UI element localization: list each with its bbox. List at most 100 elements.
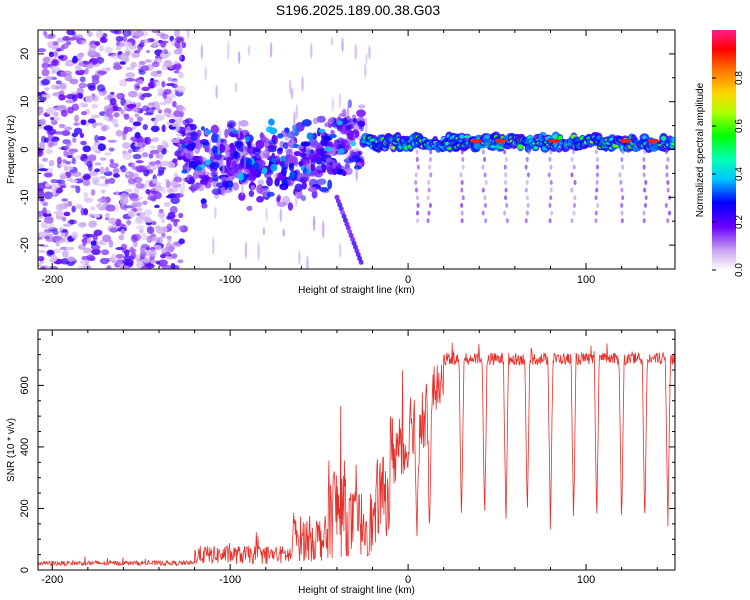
heatmap-cell xyxy=(55,203,64,212)
heatmap-cell xyxy=(115,129,123,137)
heatmap-cell xyxy=(167,238,172,244)
heatmap-cell xyxy=(135,102,142,108)
heatmap-cell xyxy=(330,146,337,155)
heatmap-cell xyxy=(265,207,268,221)
heatmap-cell xyxy=(115,247,124,251)
heatmap-cell xyxy=(103,171,113,177)
heatmap-cell xyxy=(427,210,431,216)
heatmap-cell xyxy=(181,142,187,149)
heatmap-cell xyxy=(79,259,89,266)
heatmap-cell xyxy=(504,172,508,178)
heatmap-cell xyxy=(56,156,62,165)
heatmap-cell xyxy=(71,157,76,165)
heatmap-cell xyxy=(245,136,250,142)
heatmap-cell xyxy=(312,215,316,232)
heatmap-cell xyxy=(79,76,86,83)
heatmap-cell xyxy=(293,111,296,130)
heatmap-cell xyxy=(664,202,668,208)
heatmap-cell xyxy=(104,213,111,218)
heatmap-cell xyxy=(80,110,87,116)
heatmap-cell xyxy=(191,155,201,161)
heatmap-cell xyxy=(161,80,166,88)
heatmap-cell xyxy=(572,202,576,208)
heatmap-cell xyxy=(503,210,507,216)
heatmap-cell xyxy=(329,133,337,139)
heatmap-peak xyxy=(494,138,507,143)
heatmap-cell xyxy=(368,44,371,60)
heatmap-cell xyxy=(188,161,198,169)
heatmap-cell xyxy=(141,86,150,92)
heatmap-cell xyxy=(109,98,117,105)
heatmap-cell xyxy=(222,161,225,173)
x-tick-label: 0 xyxy=(405,574,411,586)
heatmap-cell xyxy=(232,129,240,135)
heatmap-cell xyxy=(50,116,55,120)
heatmap-cell xyxy=(460,202,464,208)
heatmap-cell xyxy=(224,168,229,174)
heatmap-cell xyxy=(204,65,207,81)
heatmap-cell xyxy=(132,106,139,113)
heatmap-cell xyxy=(83,191,88,199)
heatmap-cell xyxy=(643,202,647,208)
heatmap-cell xyxy=(82,241,87,247)
heatmap-cell xyxy=(642,210,646,216)
heatmap-cell xyxy=(301,75,304,92)
heatmap-cell xyxy=(461,164,465,170)
heatmap-cell xyxy=(671,142,675,146)
heatmap-cell xyxy=(60,109,68,117)
heatmap-cell xyxy=(98,45,104,52)
heatmap-cell xyxy=(311,190,318,199)
heatmap-cell xyxy=(282,141,289,150)
heatmap-cell xyxy=(99,257,110,265)
heatmap-cell xyxy=(226,120,237,128)
heatmap-cell xyxy=(143,112,154,116)
colorbar-tick-label: 0.8 xyxy=(734,71,745,85)
heatmap-cell xyxy=(39,141,46,149)
heatmap-cell xyxy=(77,40,82,45)
heatmap-cell xyxy=(152,178,157,185)
heatmap-cell xyxy=(157,166,165,174)
heatmap-cell xyxy=(161,48,168,54)
heatmap-cell xyxy=(306,255,309,269)
heatmap-cell xyxy=(71,205,76,213)
heatmap-cell xyxy=(666,157,670,163)
heatmap-peak xyxy=(469,138,482,143)
heatmap-cell xyxy=(130,62,138,68)
heatmap-cell xyxy=(64,126,73,131)
heatmap-cell xyxy=(549,179,553,185)
heatmap-cell xyxy=(115,218,122,227)
heatmap-cell xyxy=(186,161,190,182)
heatmap-cell xyxy=(107,139,117,143)
heatmap-cell xyxy=(51,188,56,196)
heatmap-cell xyxy=(185,174,195,185)
heatmap-cell xyxy=(105,107,114,114)
heatmap-cell xyxy=(526,202,530,208)
heatmap-cell xyxy=(347,99,353,109)
heatmap-cell xyxy=(99,157,107,161)
heatmap-cell xyxy=(132,121,142,127)
heatmap-cell xyxy=(463,135,471,139)
heatmap-cell xyxy=(65,246,75,251)
heatmap-cell xyxy=(133,83,141,91)
heatmap-cell xyxy=(225,141,228,160)
heatmap-cell xyxy=(74,66,82,71)
y-tick-label: 0 xyxy=(19,567,31,573)
heatmap-cell xyxy=(483,172,487,178)
heatmap-cell xyxy=(146,235,153,243)
heatmap-cell xyxy=(252,162,261,170)
heatmap-cell xyxy=(38,182,46,191)
heatmap-cell xyxy=(132,200,138,205)
heatmap-cell xyxy=(351,123,361,131)
heatmap-cell xyxy=(76,87,84,95)
heatmap-cell xyxy=(269,41,273,59)
heatmap-cell xyxy=(416,202,420,208)
heatmap-cell xyxy=(71,171,82,177)
heatmap-peak xyxy=(548,138,561,143)
heatmap-cell xyxy=(594,149,598,155)
heatmap-cell xyxy=(205,159,211,166)
heatmap-cell xyxy=(52,248,62,254)
heatmap-cell xyxy=(115,190,120,196)
heatmap-cell xyxy=(152,137,160,142)
heatmap-cell xyxy=(353,154,361,164)
heatmap-cell xyxy=(197,183,205,192)
